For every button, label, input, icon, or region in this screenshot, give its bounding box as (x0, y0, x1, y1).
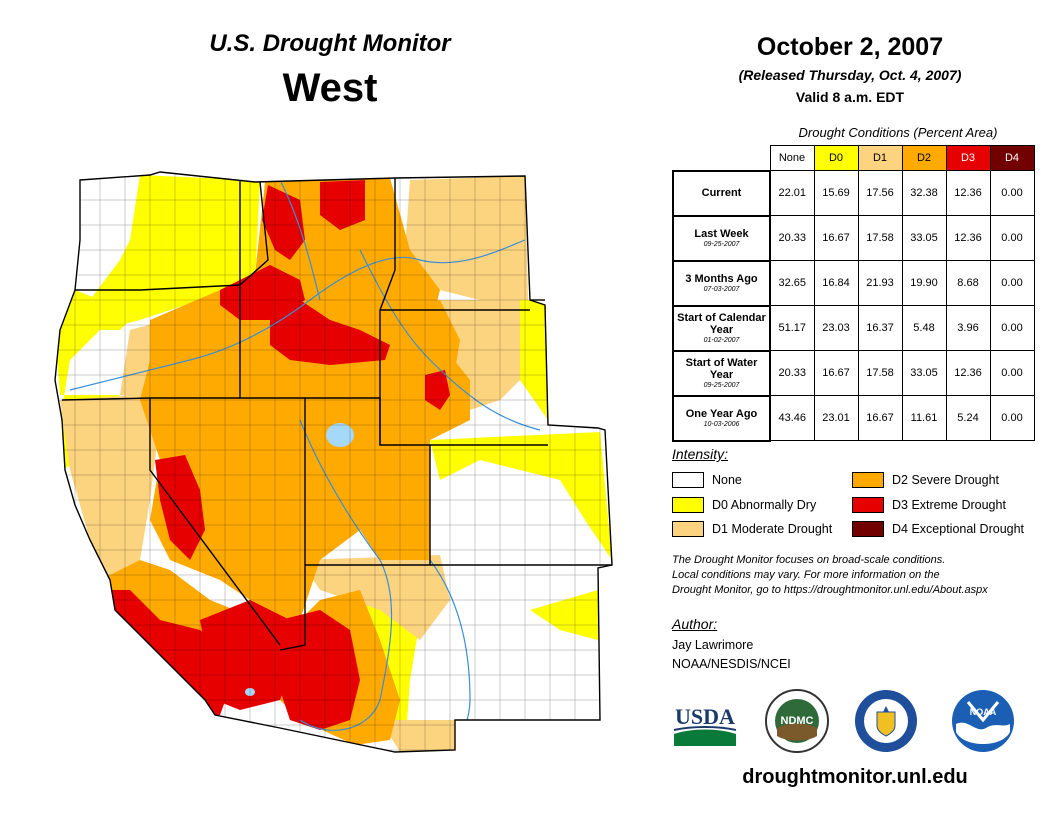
svg-text:USDA: USDA (675, 704, 735, 729)
author-name: Jay Lawrimore (672, 638, 754, 652)
cell-none: 43.46 (769, 395, 815, 441)
row-label: Start of Calendar Year 01-02-2007 (672, 304, 771, 352)
row-label: One Year Ago 10-03-2006 (672, 394, 771, 442)
legend-item-d1: D1 Moderate Drought (672, 521, 832, 537)
legend-item-none: None (672, 472, 742, 488)
cell-d1: 17.56 (857, 170, 903, 216)
disclaimer-note: The Drought Monitor focuses on broad-sca… (672, 554, 988, 596)
legend-item-d3: D3 Extreme Drought (852, 497, 1006, 513)
release-date: (Released Thursday, Oct. 4, 2007) (738, 67, 962, 83)
table-row: 3 Months Ago 07-03-2007 32.65 16.84 21.93… (672, 259, 1035, 307)
cell-d3: 8.68 (945, 260, 991, 306)
col-header-none: None (769, 145, 815, 171)
cell-d2: 11.61 (901, 395, 947, 441)
cell-d0: 15.69 (813, 170, 859, 216)
cell-d4: 0.00 (989, 215, 1035, 261)
col-header-d1: D1 (857, 145, 903, 171)
cell-d4: 0.00 (989, 170, 1035, 216)
legend-swatch (672, 472, 704, 488)
cell-none: 32.65 (769, 260, 815, 306)
cell-d3: 12.36 (945, 170, 991, 216)
cell-d3: 3.96 (945, 305, 991, 351)
drought-map (54, 171, 613, 753)
table-row: One Year Ago 10-03-2006 43.46 23.01 16.67… (672, 394, 1035, 442)
col-header-d0: D0 (813, 145, 859, 171)
map-date: October 2, 2007 (756, 33, 944, 61)
cell-none: 22.01 (769, 170, 815, 216)
legend-swatch (852, 521, 884, 537)
cell-none: 20.33 (769, 350, 815, 396)
cell-d1: 16.37 (857, 305, 903, 351)
table-row: Start of Water Year 09-25-2007 20.33 16.6… (672, 349, 1035, 397)
cell-d0: 23.01 (813, 395, 859, 441)
table-row: Last Week 09-25-2007 20.33 16.67 17.58 33… (672, 214, 1035, 262)
row-label: Current (672, 169, 771, 217)
cell-d3: 12.36 (945, 350, 991, 396)
cell-d2: 19.90 (901, 260, 947, 306)
author-org: NOAA/NESDIS/NCEI (672, 657, 791, 671)
cell-d1: 17.58 (857, 215, 903, 261)
usda-logo-icon: USDA (673, 704, 737, 746)
cell-d0: 16.67 (813, 215, 859, 261)
ndmc-logo-icon: NDMC (765, 689, 829, 753)
legend-item-d2: D2 Severe Drought (852, 472, 999, 488)
cell-none: 20.33 (769, 215, 815, 261)
cell-d4: 0.00 (989, 350, 1035, 396)
table-title: Drought Conditions (Percent Area) (798, 125, 998, 140)
cell-d2: 33.05 (901, 215, 947, 261)
svg-text:NDMC: NDMC (781, 715, 814, 727)
cell-d1: 21.93 (857, 260, 903, 306)
region-title: West (282, 66, 378, 110)
table-row: Start of Calendar Year 01-02-2007 51.17 2… (672, 304, 1035, 352)
col-header-d4: D4 (989, 145, 1035, 171)
col-header-d2: D2 (901, 145, 947, 171)
cell-d4: 0.00 (989, 305, 1035, 351)
footer-url[interactable]: droughtmonitor.unl.edu (742, 766, 968, 788)
cell-d2: 33.05 (901, 350, 947, 396)
map-title: U.S. Drought Monitor (209, 30, 451, 57)
legend-swatch (852, 472, 884, 488)
table-row: Current 22.01 15.69 17.56 32.38 12.36 0.… (672, 169, 1035, 217)
cell-d3: 12.36 (945, 215, 991, 261)
legend-item-d4: D4 Exceptional Drought (852, 521, 1024, 537)
legend-item-d0: D0 Abnormally Dry (672, 497, 816, 513)
legend-swatch (672, 497, 704, 513)
doc-seal-logo-icon (855, 690, 917, 752)
cell-d0: 16.67 (813, 350, 859, 396)
legend-swatch (852, 497, 884, 513)
cell-d2: 5.48 (901, 305, 947, 351)
col-header-d3: D3 (945, 145, 991, 171)
cell-d3: 5.24 (945, 395, 991, 441)
legend-swatch (672, 521, 704, 537)
drought-conditions-table: None D0 D1 D2 D3 D4 Current 22.01 15.69 … (672, 145, 1035, 442)
cell-none: 51.17 (769, 305, 815, 351)
valid-time: Valid 8 a.m. EDT (795, 89, 905, 105)
cell-d4: 0.00 (989, 260, 1035, 306)
legend-title: Intensity: (672, 446, 729, 462)
cell-d2: 32.38 (901, 170, 947, 216)
row-label: Last Week 09-25-2007 (672, 214, 771, 262)
cell-d1: 16.67 (857, 395, 903, 441)
cell-d1: 17.58 (857, 350, 903, 396)
noaa-logo-icon: NOAA (952, 690, 1014, 752)
cell-d0: 23.03 (813, 305, 859, 351)
cell-d4: 0.00 (989, 395, 1035, 441)
svg-text:NOAA: NOAA (970, 707, 997, 717)
cell-d0: 16.84 (813, 260, 859, 306)
row-label: Start of Water Year 09-25-2007 (672, 349, 771, 397)
row-label: 3 Months Ago 07-03-2007 (672, 259, 771, 307)
author-label: Author: (672, 616, 718, 632)
